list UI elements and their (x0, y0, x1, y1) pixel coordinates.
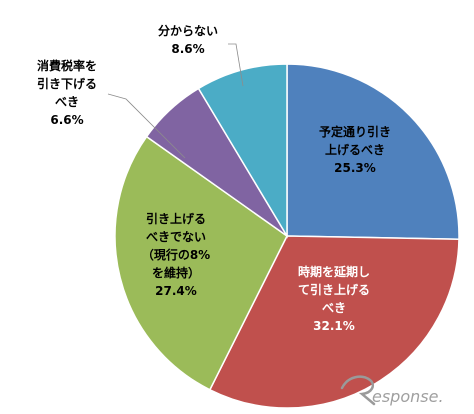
slice-category-label: 引き上げる (146, 211, 206, 226)
slice-category-label: べき (322, 301, 346, 315)
slice-label-1: 時期を延期して引き上げるべき 32.1% (298, 264, 370, 333)
slice-labels: 予定通り引き上げるべき 25.3%時期を延期して引き上げるべき 32.1%引き上げる… (37, 23, 391, 333)
slice-category-label: （現行の8% (142, 247, 210, 262)
pie-slices (114, 63, 460, 409)
pie-slice-2 (114, 135, 288, 391)
leader-line-3 (107, 93, 186, 159)
pie-slice-1 (208, 235, 460, 409)
slice-category-label: べきでない (146, 230, 206, 244)
pie-slice-4 (197, 63, 288, 239)
watermark: esponse. (340, 375, 444, 406)
slice-value-label: 6.6% (50, 113, 83, 127)
slice-value-label: 27.4% (155, 284, 197, 298)
slice-category-label: 予定通り引き (319, 124, 391, 139)
watermark-text: esponse. (372, 387, 444, 406)
slice-label-4: 分からない 8.6% (158, 23, 218, 56)
slice-category-label: を維持） (152, 265, 200, 280)
slice-label-3: 消費税率を引き下げるべき 6.6% (37, 58, 97, 127)
slice-value-label: 8.6% (171, 42, 204, 56)
pie-slice-0 (286, 63, 460, 241)
slice-category-label: 分からない (158, 23, 218, 38)
slice-category-label: 引き下げる (37, 76, 97, 91)
slice-category-label: 時期を延期し (298, 264, 370, 279)
slice-value-label: 32.1% (313, 319, 355, 333)
leader-line-4 (228, 43, 244, 87)
slice-category-label: べき (55, 95, 79, 109)
response-logo-r-icon (340, 375, 376, 406)
slice-label-0: 予定通り引き上げるべき 25.3% (319, 124, 391, 175)
slice-label-2: 引き上げるべきでない （現行の8% を維持） 27.4% (142, 211, 210, 298)
slice-value-label: 25.3% (334, 161, 376, 175)
leader-lines (107, 43, 244, 159)
slice-category-label: て引き上げる (298, 282, 370, 297)
slice-category-label: 消費税率を (37, 58, 97, 73)
slice-category-label: 上げるべき (325, 142, 385, 157)
